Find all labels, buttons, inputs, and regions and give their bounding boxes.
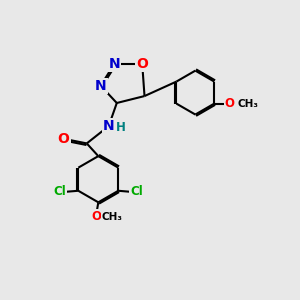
Text: N: N bbox=[103, 119, 115, 133]
Text: O: O bbox=[91, 210, 101, 223]
Text: CH₃: CH₃ bbox=[101, 212, 122, 222]
Text: H: H bbox=[116, 121, 125, 134]
Text: O: O bbox=[225, 97, 235, 110]
Text: Cl: Cl bbox=[130, 185, 143, 198]
Text: CH₃: CH₃ bbox=[237, 99, 258, 109]
Text: O: O bbox=[58, 132, 70, 146]
Text: Cl: Cl bbox=[53, 185, 66, 198]
Text: N: N bbox=[95, 79, 106, 93]
Text: O: O bbox=[136, 57, 148, 71]
Text: N: N bbox=[109, 57, 120, 71]
